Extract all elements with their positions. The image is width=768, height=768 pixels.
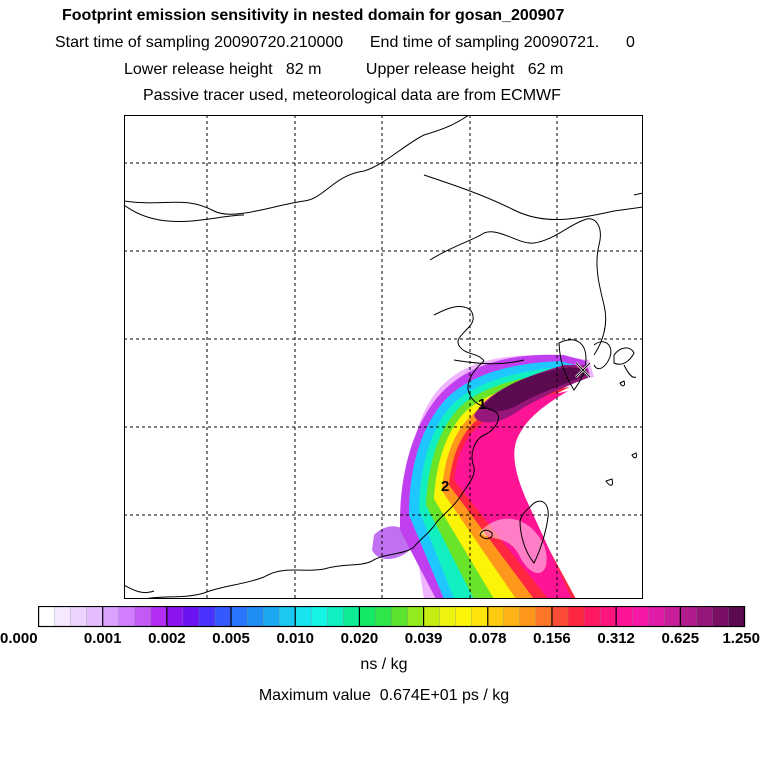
colorbar-tick-label: 0.010 bbox=[276, 630, 314, 647]
colorbar-tick-label: 0.039 bbox=[404, 630, 443, 647]
colorbar-cell bbox=[423, 606, 441, 627]
sampling-time-line: Start time of sampling 20090720.210000 E… bbox=[55, 34, 635, 51]
colorbar-units: ns / kg bbox=[360, 656, 408, 673]
colorbar-cell bbox=[166, 606, 184, 627]
colorbar-cell bbox=[439, 606, 457, 627]
colorbar-frame bbox=[38, 606, 746, 628]
colorbar-tick-label: 0.005 bbox=[212, 630, 250, 647]
colorbar-cell bbox=[198, 606, 216, 627]
colorbar-cell bbox=[150, 606, 168, 627]
colorbar-tick-label: 0.312 bbox=[597, 630, 635, 647]
colorbar-cell bbox=[246, 606, 264, 627]
release-height-line: Lower release height 82 m Upper release … bbox=[124, 61, 564, 78]
colorbar-cell bbox=[664, 606, 681, 627]
colorbar-cell bbox=[118, 606, 136, 627]
colorbar-cell bbox=[696, 606, 713, 627]
colorbar-cell bbox=[503, 606, 521, 627]
colorbar-cell bbox=[182, 606, 200, 627]
colorbar-cell bbox=[214, 606, 232, 627]
colorbar-cell bbox=[487, 606, 505, 627]
colorbar bbox=[38, 606, 746, 628]
tracer-info-line: Passive tracer used, meteorological data… bbox=[143, 87, 561, 104]
colorbar-tick-label: 0.002 bbox=[148, 630, 186, 647]
map-frame bbox=[124, 115, 643, 599]
colorbar-cell bbox=[375, 606, 392, 627]
colorbar-tick-label: 0.156 bbox=[533, 630, 571, 647]
colorbar-cell bbox=[728, 606, 745, 627]
colorbar-cell bbox=[391, 606, 408, 627]
footprint-plume bbox=[372, 354, 594, 599]
colorbar-cell bbox=[359, 606, 376, 627]
colorbar-cell bbox=[295, 606, 312, 627]
colorbar-cell bbox=[455, 606, 473, 627]
colorbar-cell bbox=[134, 606, 152, 627]
colorbar-tick-label: 1.250 bbox=[722, 630, 760, 647]
colorbar-cell bbox=[583, 606, 601, 627]
coastlines bbox=[124, 115, 643, 599]
colorbar-cell bbox=[519, 606, 537, 627]
colorbar-tick-label: 0.625 bbox=[661, 630, 700, 647]
colorbar-cell bbox=[327, 606, 344, 627]
colorbar-tick-label: 0.078 bbox=[468, 630, 507, 647]
colorbar-cell bbox=[407, 606, 425, 627]
colorbar-cell bbox=[599, 606, 617, 627]
trajectory-marker-1: 1 bbox=[478, 396, 486, 413]
colorbar-cell bbox=[86, 606, 104, 627]
colorbar-tick-label: 0.000 bbox=[0, 630, 38, 647]
colorbar-cell bbox=[70, 606, 88, 627]
colorbar-cell bbox=[535, 606, 553, 627]
colorbar-tick-label: 0.001 bbox=[83, 630, 122, 647]
colorbar-cell bbox=[648, 606, 665, 627]
colorbar-tick-label: 0.020 bbox=[340, 630, 379, 647]
colorbar-cell bbox=[38, 606, 55, 627]
colorbar-cell bbox=[632, 606, 649, 627]
plot-title: Footprint emission sensitivity in nested… bbox=[62, 7, 565, 24]
colorbar-cell bbox=[279, 606, 296, 627]
colorbar-cell bbox=[54, 606, 72, 627]
colorbar-cell bbox=[680, 606, 697, 627]
colorbar-cell bbox=[567, 606, 585, 627]
trajectory-marker-2: 2 bbox=[441, 478, 449, 495]
colorbar-cell bbox=[615, 606, 633, 627]
grid-lines bbox=[124, 115, 643, 599]
colorbar-cell bbox=[102, 606, 120, 627]
colorbar-cell bbox=[262, 606, 280, 627]
colorbar-cell bbox=[471, 606, 489, 627]
colorbar-cell bbox=[551, 606, 569, 627]
colorbar-cell bbox=[230, 606, 248, 627]
colorbar-cells bbox=[38, 606, 745, 627]
maximum-value-text: Maximum value 0.674E+01 ps / kg bbox=[258, 687, 510, 704]
footprint-map: 1 2 bbox=[124, 115, 643, 599]
colorbar-cell bbox=[311, 606, 328, 627]
colorbar-cell bbox=[712, 606, 729, 627]
colorbar-cell bbox=[343, 606, 360, 627]
